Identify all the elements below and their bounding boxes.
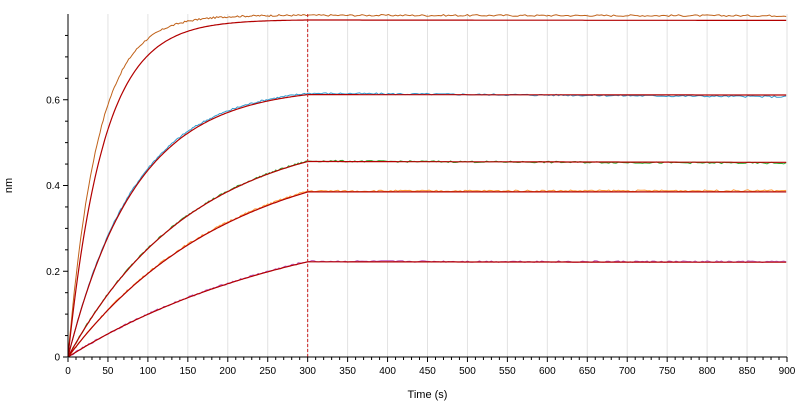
x-tick-label: 800 — [699, 366, 716, 377]
fit-curve — [67, 19, 787, 358]
y-axis-ticks: 0 0.2 0.4 0.6 — [46, 34, 68, 364]
fit-curve — [67, 191, 787, 358]
x-axis-title: Time (s) — [408, 389, 448, 401]
x-tick-label: 200 — [219, 366, 236, 377]
x-tick-label: 250 — [259, 366, 276, 377]
y-tick-label: 0 — [54, 353, 60, 364]
x-tick-label: 700 — [619, 366, 636, 377]
x-tick-label: 450 — [419, 366, 436, 377]
x-tick-label: 600 — [539, 366, 556, 377]
x-tick-label: 500 — [459, 366, 476, 377]
x-axis-ticks: 0 50 100 150 200 250 300 350 400 450 500 550 600 650 7… — [65, 357, 796, 377]
x-tick-label: 150 — [179, 366, 196, 377]
fit-curve — [67, 160, 787, 358]
x-tick-label: 900 — [779, 366, 796, 377]
y-tick-label: 0.6 — [46, 95, 60, 106]
y-tick-label: 0.4 — [46, 181, 60, 192]
x-tick-label: 350 — [339, 366, 356, 377]
x-tick-label: 50 — [102, 366, 114, 377]
x-tick-label: 750 — [659, 366, 676, 377]
x-tick-label: 0 — [65, 366, 71, 377]
y-axis-title: nm — [3, 178, 15, 193]
fit-curves — [67, 19, 787, 358]
fit-curve — [67, 261, 787, 358]
x-tick-label: 100 — [140, 366, 157, 377]
sensor-trace — [67, 13, 787, 357]
x-tick-label: 300 — [299, 366, 316, 377]
fit-curve — [67, 93, 787, 358]
x-tick-label: 550 — [499, 366, 516, 377]
x-tick-label: 650 — [579, 366, 596, 377]
x-tick-label: 850 — [739, 366, 756, 377]
y-tick-label: 0.2 — [46, 267, 60, 278]
x-tick-label: 400 — [379, 366, 396, 377]
vertical-gridlines — [107, 14, 788, 357]
